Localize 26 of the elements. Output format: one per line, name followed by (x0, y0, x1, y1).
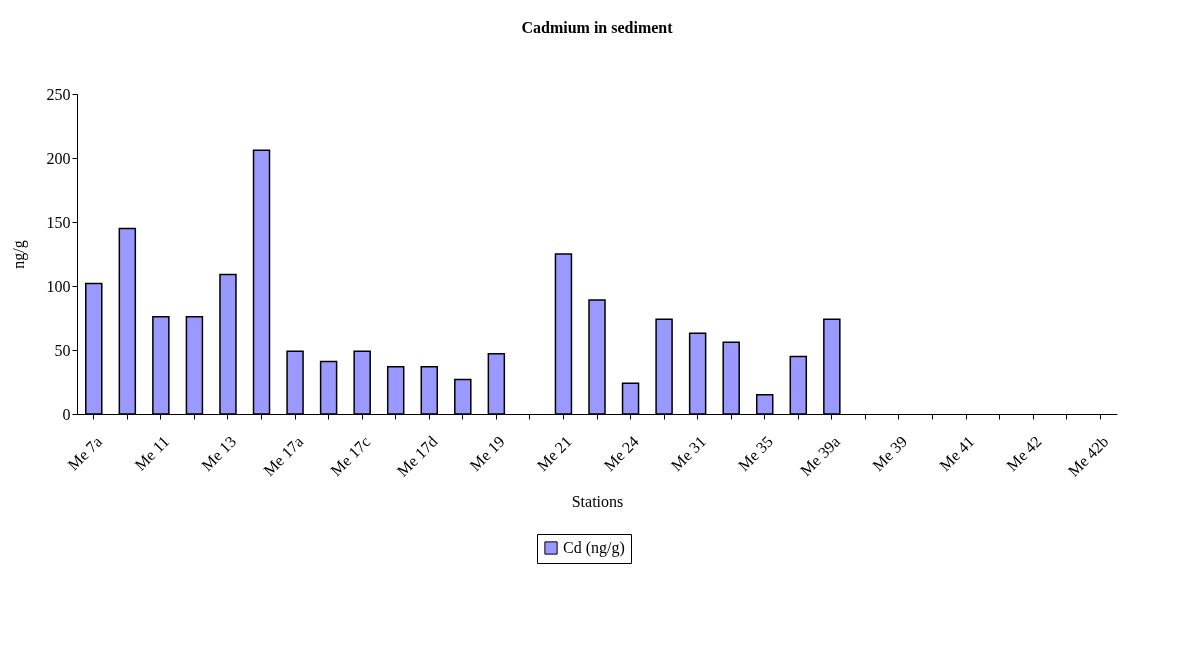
x-tick-label: Me 35 (734, 432, 777, 475)
y-tick-label: 0 (62, 405, 71, 423)
x-tick-label: Me 41 (936, 432, 978, 475)
y-tick-label: 150 (46, 213, 71, 231)
y-tick-label: 50 (54, 341, 71, 359)
x-tick-label: Me 42b (1064, 432, 1112, 480)
x-tick-label: Me 17a (260, 432, 307, 480)
x-tick-label: Me 17d (393, 432, 441, 480)
chart-title: Cadmium in sediment (521, 19, 674, 36)
x-tick-label: Me 39 (869, 432, 911, 475)
y-axis-title: ng/g (9, 240, 28, 269)
x-axis-title: Stations (571, 492, 624, 510)
x-tick-label: Me 21 (533, 432, 575, 475)
x-tick-label: Me 13 (198, 432, 240, 475)
y-tick-label: 250 (46, 85, 71, 103)
x-tick-label: Me 24 (600, 432, 642, 475)
x-tick-label: Me 11 (131, 432, 173, 474)
y-tick-label: 100 (46, 277, 71, 295)
x-tick-label: Me 39a (796, 432, 844, 480)
x-tick-label: Me 19 (466, 432, 508, 475)
y-tick-label: 200 (46, 149, 71, 167)
x-tick-label: Me 42 (1003, 432, 1045, 475)
legend-label: Cd (ng/g) (563, 539, 625, 557)
x-tick-label: Me 17c (327, 432, 374, 480)
x-tick-label: Me 7a (64, 432, 106, 474)
x-tick-label: Me 31 (667, 432, 709, 475)
